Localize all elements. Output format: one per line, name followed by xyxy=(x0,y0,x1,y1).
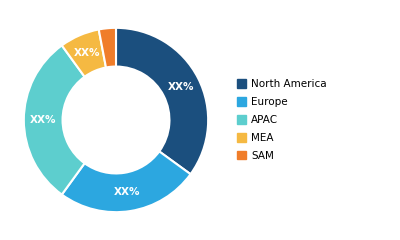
Wedge shape xyxy=(24,45,84,195)
Legend: North America, Europe, APAC, MEA, SAM: North America, Europe, APAC, MEA, SAM xyxy=(236,79,327,161)
Text: XX%: XX% xyxy=(30,115,56,125)
Text: XX%: XX% xyxy=(168,82,194,92)
Text: XX%: XX% xyxy=(74,48,100,58)
Wedge shape xyxy=(62,151,190,212)
Wedge shape xyxy=(62,30,106,77)
Text: XX%: XX% xyxy=(114,187,141,197)
Wedge shape xyxy=(99,28,116,67)
Wedge shape xyxy=(116,28,208,174)
